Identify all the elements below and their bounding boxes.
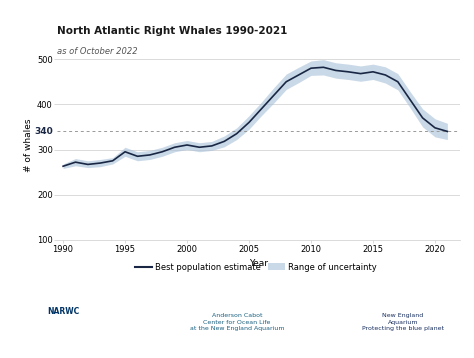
Text: as of October 2022: as of October 2022 — [57, 47, 137, 55]
X-axis label: Year: Year — [249, 258, 268, 267]
Y-axis label: # of whales: # of whales — [24, 118, 33, 172]
Text: 340: 340 — [34, 127, 53, 136]
Legend: Best population estimate, Range of uncertainty: Best population estimate, Range of uncer… — [132, 260, 380, 275]
Text: Anderson Cabot
Center for Ocean Life
at the New England Aquarium: Anderson Cabot Center for Ocean Life at … — [190, 313, 284, 331]
Text: NARWC: NARWC — [47, 307, 80, 316]
Text: North Atlantic Right Whales 1990-2021: North Atlantic Right Whales 1990-2021 — [57, 26, 287, 36]
Text: New England
Aquarium
Protecting the blue planet: New England Aquarium Protecting the blue… — [362, 313, 444, 331]
